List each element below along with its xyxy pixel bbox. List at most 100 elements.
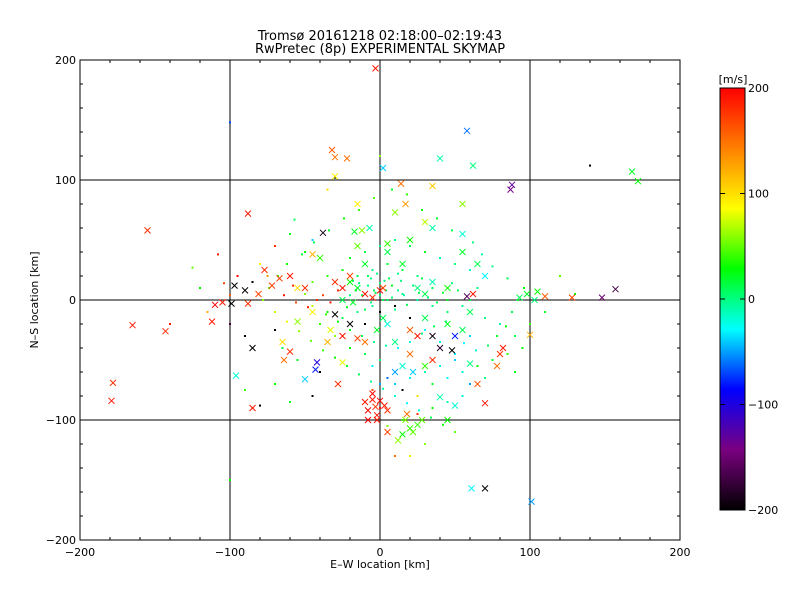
data-point-cross <box>316 254 324 262</box>
y-axis-ticks: −200 −100 0 100 200 <box>46 54 680 547</box>
data-point-cross <box>429 332 436 340</box>
data-point-cross <box>394 437 402 444</box>
data-point-cross <box>339 296 346 304</box>
data-point-dot <box>361 294 363 297</box>
data-point-dot <box>397 289 399 292</box>
data-point-dot <box>289 401 291 403</box>
data-point-dot <box>424 443 426 445</box>
data-point-dot <box>439 365 441 367</box>
data-point-dot <box>451 229 453 232</box>
data-point-dot <box>424 329 426 331</box>
data-point-dot <box>487 344 489 347</box>
data-point-cross <box>379 314 387 322</box>
data-point-cross <box>331 311 339 318</box>
data-point-dot <box>559 275 561 277</box>
x-tick-label: 200 <box>670 546 691 559</box>
data-point-dot <box>346 365 348 367</box>
data-point-cross <box>286 272 294 280</box>
data-point-cross <box>469 290 477 298</box>
data-point-cross <box>354 242 361 250</box>
data-point-cross <box>429 278 436 286</box>
data-point-cross <box>628 168 636 175</box>
data-point-dot <box>355 289 357 292</box>
data-point-dot <box>304 293 306 295</box>
colorbar-tick-label: −100 <box>748 399 778 412</box>
data-point-dot <box>283 294 285 297</box>
data-point-dot <box>439 257 441 259</box>
data-point-dot <box>457 289 459 292</box>
data-point-cross <box>361 290 369 298</box>
data-point-cross <box>459 326 466 334</box>
data-point-dot <box>517 299 519 301</box>
data-point-dot <box>356 275 359 277</box>
data-point-cross <box>612 285 619 293</box>
data-point-dot <box>484 317 486 319</box>
data-point-dot <box>496 335 498 337</box>
data-point-cross <box>331 278 339 286</box>
data-point-dot <box>316 299 318 301</box>
data-point-dot <box>371 365 374 367</box>
data-point-cross <box>129 321 136 329</box>
data-point-dot <box>326 311 329 313</box>
data-point-cross <box>319 229 327 237</box>
data-point-dot <box>401 293 404 295</box>
data-point-dot <box>386 263 389 265</box>
data-point-dot <box>334 356 336 359</box>
data-point-dot <box>409 245 411 247</box>
data-point-dot <box>349 329 351 331</box>
data-point-dot <box>431 287 434 289</box>
data-point-cross <box>211 301 219 309</box>
data-point-dot <box>436 301 438 304</box>
data-point-dot <box>442 291 444 294</box>
data-point-dot <box>370 301 372 304</box>
data-point-cross <box>481 272 489 280</box>
data-point-dot <box>328 229 330 232</box>
data-point-dot <box>310 339 312 342</box>
data-point-dot <box>229 294 231 297</box>
data-point-dot <box>394 239 396 241</box>
data-point-cross <box>354 284 361 292</box>
data-point-dot <box>319 323 321 325</box>
data-point-cross <box>466 308 474 316</box>
data-point-dot <box>169 323 171 325</box>
colorbar-tick-label: 200 <box>748 82 769 95</box>
data-point-cross <box>384 240 391 247</box>
data-point-dot <box>391 284 393 287</box>
data-point-cross <box>429 182 436 190</box>
data-point-dot <box>421 209 423 211</box>
data-point-dot <box>418 291 420 294</box>
data-point-dot <box>499 323 501 325</box>
data-point-dot <box>325 313 327 316</box>
data-point-dot <box>461 395 464 397</box>
data-point-dot <box>427 296 429 299</box>
data-point-dot <box>442 423 444 426</box>
data-point-dot <box>296 359 299 361</box>
data-point-dot <box>506 353 509 355</box>
data-point-cross <box>294 318 301 325</box>
data-point-cross <box>373 326 381 334</box>
data-point-cross <box>384 428 391 436</box>
data-point-cross <box>436 393 444 401</box>
data-point-dot <box>334 335 336 337</box>
data-point-dot <box>424 251 426 253</box>
data-point-cross <box>403 410 411 418</box>
data-point-dot <box>298 330 300 333</box>
data-point-dot <box>416 275 419 277</box>
data-point-dot <box>484 377 486 379</box>
data-point-dot <box>379 311 381 313</box>
data-point-dot <box>292 284 294 287</box>
data-point-dot <box>476 365 479 367</box>
data-point-dot <box>379 383 381 385</box>
x-tick-label: 0 <box>377 546 384 559</box>
data-point-cross <box>568 294 576 301</box>
data-point-dot <box>383 279 386 282</box>
data-point-dot <box>364 323 366 325</box>
data-point-dot <box>481 253 483 256</box>
data-point-cross <box>499 344 507 352</box>
data-point-cross <box>406 350 414 358</box>
data-point-cross <box>459 200 466 208</box>
data-point-cross <box>381 402 388 409</box>
data-point-cross <box>339 359 346 366</box>
data-point-cross <box>286 348 294 355</box>
colorbar-ticks: 200 100 0 −100 −200 <box>720 82 778 517</box>
